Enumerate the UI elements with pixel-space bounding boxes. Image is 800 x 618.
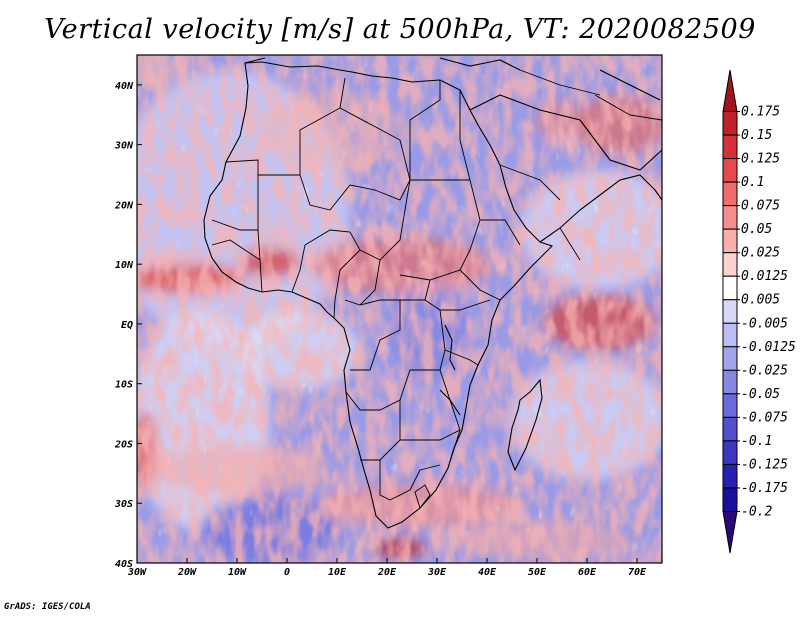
colorbar-swatch [722, 275, 738, 301]
colorbar-label: -0.2 [741, 504, 772, 519]
colorbar-swatch [722, 369, 738, 395]
country-borders [211, 69, 662, 509]
lon-tick-label: 70E [628, 567, 647, 578]
lat-tick-label: 30S [114, 499, 133, 510]
colorbar-swatch [722, 181, 738, 207]
lon-tick-label: 40E [478, 567, 497, 578]
colorbar-label: -0.1 [741, 434, 772, 449]
colorbar-swatch [722, 158, 738, 183]
lon-tick-label: 30W [127, 567, 147, 578]
plot-frame [136, 54, 663, 564]
colorbar-swatch [722, 440, 738, 465]
lat-tick-label: 30N [114, 141, 134, 152]
colorbar-label: -0.025 [741, 363, 788, 378]
colorbar-label: 0.025 [741, 246, 780, 261]
colorbar-swatch [722, 111, 738, 136]
colorbar-swatch [722, 299, 738, 324]
lat-tick-label: 20S [114, 439, 133, 450]
lat-tick-label: 40S [115, 559, 133, 570]
colorbar-label: 0.075 [741, 199, 780, 214]
lon-tick-label: 0 [284, 567, 290, 578]
colorbar-label: -0.0125 [741, 340, 796, 355]
colorbar-swatch [722, 487, 738, 512]
colorbar-swatch [722, 346, 738, 371]
colorbar-swatch [722, 69, 738, 113]
footer-credit: GrADS: IGES/COLA [4, 602, 91, 612]
lat-tick-label: 20N [114, 200, 134, 211]
colorbar-label: 0.05 [741, 222, 772, 237]
colorbar-label: 0.125 [741, 152, 780, 167]
lon-tick-label: 20E [377, 567, 397, 578]
colorbar-label: 0.0125 [741, 269, 788, 284]
colorbar-label: 0.15 [741, 128, 772, 143]
colorbar-label: 0.1 [741, 175, 764, 190]
colorbar-label: -0.005 [741, 316, 788, 331]
colorbar-swatch [722, 134, 738, 160]
colorbar-swatch [722, 228, 738, 254]
lon-tick-label: 20W [177, 567, 197, 578]
colorbar-label: -0.175 [741, 481, 788, 496]
lon-tick-label: 30E [427, 567, 447, 578]
colorbar-label: -0.125 [741, 457, 788, 472]
lon-tick-label: 50E [528, 567, 547, 578]
colorbar-swatch [722, 322, 738, 348]
colorbar-label: 0.175 [741, 105, 780, 120]
map-title: Vertical velocity [m/s] at 500hPa, VT: 2… [44, 14, 756, 45]
lat-tick-label: 40N [115, 81, 134, 92]
colorbar-label: -0.075 [741, 410, 788, 425]
colorbar-swatch [722, 510, 738, 554]
lon-tick-label: 60E [578, 567, 597, 578]
colorbar-swatch [722, 463, 738, 489]
colorbar-swatch [722, 393, 738, 418]
lat-tick-label: 10N [115, 260, 134, 271]
colorbar-label: -0.05 [741, 387, 780, 402]
colorbar-swatch [722, 416, 738, 442]
lon-tick-label: 10E [328, 567, 347, 578]
colorbar: 0.175 0.15 0.125 0.1 0.075 0.05 0.025 0.0125 0.0… [722, 69, 796, 554]
lon-tick-label: 10W [228, 567, 247, 578]
colorbar-swatch [722, 205, 738, 230]
velocity-field [137, 55, 662, 563]
axis-ticks: 30W 20W 10W 0 10E 20E 30E 40E 50E 60E 70E 40N 30N 20N… [114, 81, 647, 578]
coastline [203, 57, 662, 529]
colorbar-swatch [722, 252, 738, 277]
lat-tick-label: EQ [121, 320, 133, 331]
colorbar-label: 0.005 [741, 293, 780, 308]
lat-tick-label: 10S [115, 380, 133, 391]
